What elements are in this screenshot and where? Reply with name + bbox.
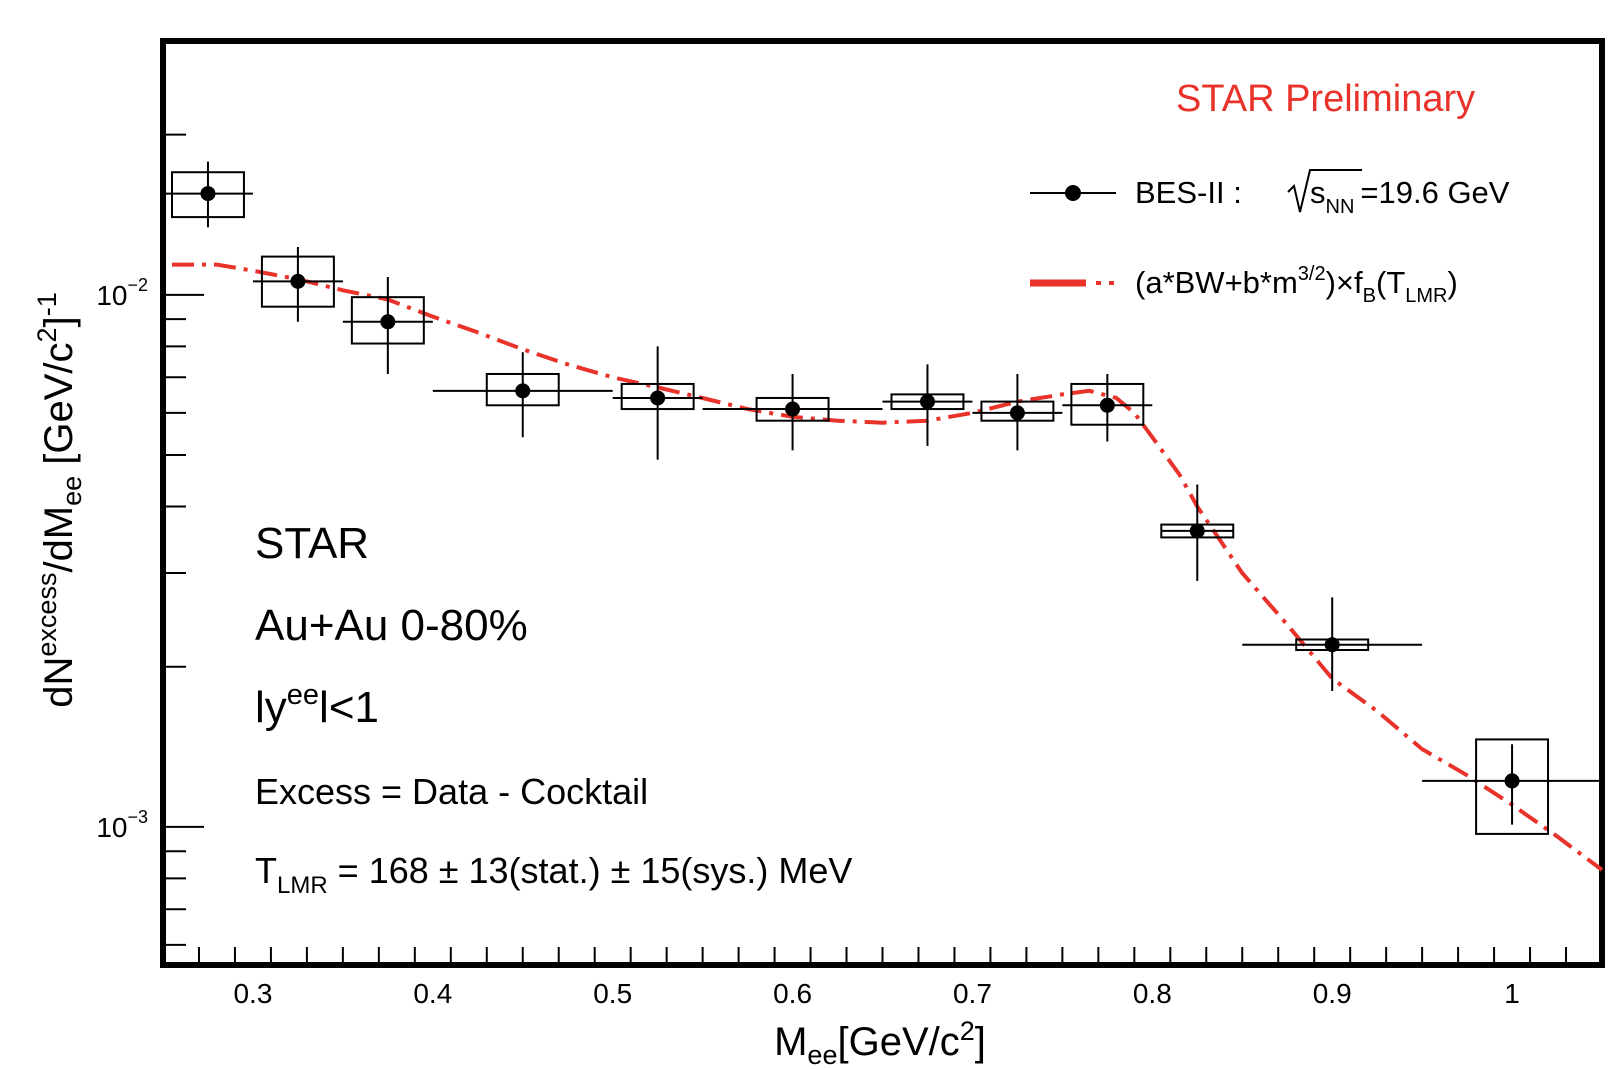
data-marker (1504, 773, 1520, 789)
x-title-rest: [GeV/c (837, 1020, 959, 1064)
data-point (702, 373, 883, 451)
legend-model-label: (a*BW+b*m3/2)×fB(TLMR) (1135, 263, 1458, 307)
legend-data-label: BES-II : (1135, 175, 1242, 210)
legend-model-sub1: B (1363, 285, 1376, 307)
legend-data-name: BES-II : (1135, 175, 1242, 210)
x-tick-label: 0.3 (233, 978, 272, 1009)
experiment-label: STAR (255, 519, 369, 568)
x-title-end: ] (975, 1020, 986, 1064)
axis-ticks (162, 40, 1603, 962)
data-marker (515, 383, 531, 399)
x-tick-label: 0.9 (1313, 978, 1352, 1009)
x-tick-label: 0.8 (1133, 978, 1172, 1009)
legend-model-p3: (T (1376, 265, 1405, 300)
data-marker (1009, 405, 1025, 421)
data-points-layer (163, 161, 1602, 835)
rapidity-p2: l<1 (319, 683, 379, 732)
y-title-sup2: 2 (32, 327, 62, 342)
temperature-sub: LMR (277, 872, 328, 899)
data-marker (650, 390, 666, 406)
y-title-sup3: -1 (32, 292, 62, 316)
data-marker (290, 273, 306, 289)
rapidity-label: lyeel<1 (255, 679, 379, 732)
annotations: STAR Au+Au 0-80% lyeel<1 Excess = Data -… (255, 519, 852, 899)
rapidity-p1: ly (255, 683, 287, 732)
model-curve-layer (172, 262, 1604, 872)
x-title-sup: 2 (960, 1016, 975, 1046)
legend-model-p4: ) (1448, 265, 1458, 300)
y-tick-labels: 10−210−3 (96, 275, 148, 843)
data-point (1062, 373, 1153, 442)
legend-model-p2: )×f (1326, 265, 1363, 300)
x-tick-label: 0.5 (593, 978, 632, 1009)
x-tick-label: 0.4 (413, 978, 452, 1009)
x-title-sub: ee (807, 1040, 837, 1070)
system-label: Au+Au 0-80% (255, 601, 528, 650)
y-tick-label: 10−3 (96, 807, 148, 843)
data-marker (919, 394, 935, 410)
preliminary-label: STAR Preliminary (1176, 78, 1475, 120)
y-title-sub: ee (57, 476, 87, 506)
y-tick-base: 10 (96, 280, 127, 311)
data-point (1422, 738, 1602, 835)
data-point (342, 277, 433, 374)
legend: BES-II : sNN =19.6 GeV (a*BW+b*m3/2)×fB(T… (1030, 169, 1510, 307)
legend-model-sub2: LMR (1405, 285, 1447, 307)
data-point (1160, 484, 1235, 581)
temperature-value: = 168 ± 13(stat.) ± 15(sys.) MeV (328, 850, 853, 891)
y-tick-exponent: −2 (127, 275, 148, 295)
y-axis-title: dNexcess/dMee [GeV/c2]-1 (32, 292, 87, 707)
temperature-t: T (255, 850, 277, 891)
y-tick-label: 10−2 (96, 275, 148, 311)
legend-model-p1: (a*BW+b*m (1135, 265, 1298, 300)
data-marker (380, 314, 396, 330)
x-tick-label: 1 (1504, 978, 1520, 1009)
temperature-result: TLMR = 168 ± 13(stat.) ± 15(sys.) MeV (255, 850, 852, 899)
data-point (432, 352, 613, 438)
systematic-box (1475, 738, 1550, 835)
data-point (972, 373, 1063, 451)
x-tick-labels: 0.3 0.4 0.5 0.6 0.7 0.8 0.9 1 (233, 978, 1519, 1009)
legend-sqrt-s: s (1310, 175, 1326, 210)
legend-sqrt-expr: sNN =19.6 GeV (1310, 175, 1510, 218)
legend-data-marker (1065, 185, 1081, 201)
data-point (612, 346, 703, 460)
data-marker (785, 401, 801, 417)
data-marker (200, 186, 216, 202)
excess-definition: Excess = Data - Cocktail (255, 771, 648, 812)
y-title-p2: /dM (37, 506, 81, 573)
y-tick-exponent: −3 (127, 807, 148, 827)
rapidity-sup: ee (287, 679, 319, 711)
model-curve-line (172, 262, 1604, 872)
y-title-p4: ] (37, 316, 81, 327)
x-tick-label: 0.6 (773, 978, 812, 1009)
y-title-sup1: excess (32, 573, 62, 657)
data-marker (1324, 637, 1340, 653)
legend-model-sup: 3/2 (1298, 263, 1326, 285)
y-title-p1: dN (37, 657, 81, 708)
data-point (163, 161, 253, 228)
x-tick-label: 0.7 (953, 978, 992, 1009)
legend-sqrt-sub: NN (1326, 196, 1355, 218)
data-marker (1099, 397, 1115, 413)
x-title-main: M (774, 1020, 807, 1064)
y-title-p3: [GeV/c (37, 342, 81, 475)
sqrt-symbol-icon (1287, 169, 1362, 213)
data-marker (1189, 523, 1205, 539)
plot-frame (160, 38, 1605, 968)
y-tick-base: 10 (96, 812, 127, 843)
data-point (252, 247, 343, 322)
data-point (882, 364, 973, 446)
legend-energy: =19.6 GeV (1360, 175, 1509, 210)
data-point (1242, 597, 1423, 692)
x-axis-title: Mee[GeV/c2] (774, 1016, 986, 1070)
